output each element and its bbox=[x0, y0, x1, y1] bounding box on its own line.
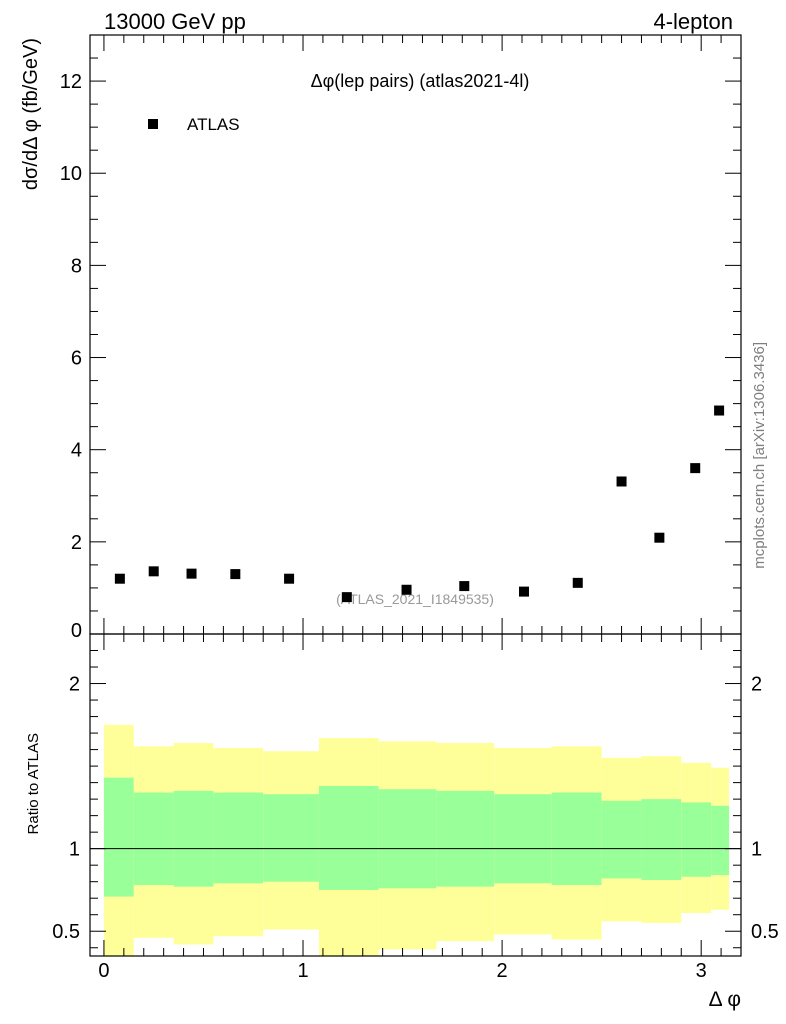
green-band-bin bbox=[494, 794, 552, 884]
ratio-tick-label-left: 2 bbox=[69, 674, 80, 696]
legend-label: ATLAS bbox=[187, 115, 240, 134]
y-tick-label: 4 bbox=[71, 440, 82, 462]
data-point bbox=[714, 405, 725, 416]
legend-marker bbox=[148, 119, 158, 129]
x-tick-label: 3 bbox=[696, 960, 707, 982]
data-point bbox=[284, 573, 295, 584]
green-band-bin bbox=[601, 800, 642, 879]
y-tick-label: 6 bbox=[71, 348, 82, 370]
data-point bbox=[148, 566, 159, 577]
ratio-tick-label-left: 1 bbox=[69, 839, 80, 861]
data-point bbox=[459, 581, 470, 592]
ratio-tick-label-right: 1 bbox=[751, 839, 762, 861]
y-tick-label: 0 bbox=[71, 620, 82, 642]
data-point bbox=[572, 577, 583, 588]
data-point bbox=[114, 573, 125, 584]
green-band-bin bbox=[213, 792, 264, 884]
data-point bbox=[690, 463, 701, 474]
data-point bbox=[341, 592, 352, 603]
green-band-bin bbox=[103, 777, 134, 897]
ratio-tick-label-right: 0.5 bbox=[751, 921, 779, 943]
green-band-bin bbox=[551, 792, 602, 885]
side-source-label: mcplots.cern.ch [arXiv:1306.3436] bbox=[751, 342, 768, 569]
x-tick-label: 1 bbox=[297, 960, 308, 982]
y-tick-label: 10 bbox=[60, 163, 82, 185]
y-axis-label: dσ/dΔ φ (fb/GeV) bbox=[20, 38, 42, 190]
y-tick-label: 2 bbox=[71, 532, 82, 554]
ratio-y-axis-label: Ratio to ATLAS bbox=[25, 733, 42, 834]
y-tick-label: 12 bbox=[60, 71, 82, 93]
green-band-bin bbox=[263, 794, 319, 882]
x-tick-label: 0 bbox=[98, 960, 109, 982]
axis-ticks bbox=[90, 34, 742, 956]
header-right-label: 4-lepton bbox=[653, 9, 733, 34]
chart-title: Δφ(lep pairs) (atlas2021-4l) bbox=[311, 71, 530, 91]
x-axis-label: Δ φ bbox=[709, 988, 741, 1011]
y-tick-label: 8 bbox=[71, 255, 82, 277]
green-band-bin bbox=[173, 790, 214, 887]
data-points bbox=[114, 405, 725, 603]
green-band-bin bbox=[681, 802, 712, 877]
data-point bbox=[616, 476, 627, 487]
data-point bbox=[186, 568, 197, 579]
green-band-bin bbox=[436, 790, 495, 887]
data-point bbox=[519, 586, 529, 597]
green-band-bin bbox=[378, 789, 437, 889]
x-tick-label: 2 bbox=[497, 960, 508, 982]
data-point bbox=[401, 584, 412, 595]
analysis-watermark: (ATLAS_2021_I1849535) bbox=[336, 591, 494, 607]
ratio-bands bbox=[103, 724, 730, 956]
ratio-plot-frame bbox=[89, 633, 742, 957]
header-left-label: 13000 GeV pp bbox=[104, 9, 246, 34]
green-band-bin bbox=[133, 792, 174, 885]
green-band-bin bbox=[641, 799, 682, 881]
data-point bbox=[654, 532, 665, 543]
green-band-bin bbox=[318, 785, 379, 890]
ratio-tick-label-left: 0.5 bbox=[52, 921, 80, 943]
data-point bbox=[230, 569, 241, 580]
green-band-bin bbox=[711, 805, 730, 876]
ratio-tick-label-right: 2 bbox=[751, 674, 762, 696]
